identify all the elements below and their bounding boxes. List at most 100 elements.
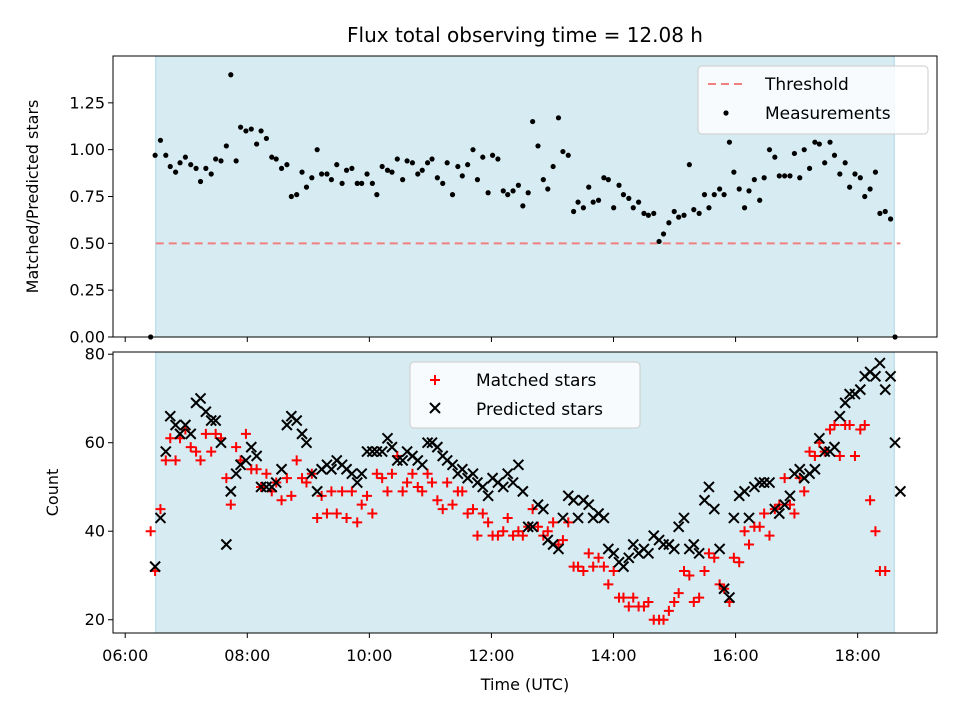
measurement-point bbox=[233, 158, 239, 164]
predicted-point bbox=[270, 476, 282, 489]
measurement-point bbox=[188, 162, 194, 168]
matched-point bbox=[679, 566, 690, 577]
series-predicted-stars bbox=[149, 357, 907, 604]
matched-point bbox=[397, 486, 408, 497]
matched-point bbox=[386, 468, 397, 479]
matched-point bbox=[356, 499, 367, 510]
matched-point bbox=[694, 592, 705, 603]
predicted-point bbox=[743, 512, 755, 524]
matched-point bbox=[312, 512, 323, 523]
measurement-point bbox=[717, 186, 723, 192]
predicted-point bbox=[482, 490, 494, 502]
measurement-point bbox=[157, 137, 164, 143]
measurement-point bbox=[354, 180, 360, 186]
matched-point bbox=[457, 486, 468, 497]
measurement-point bbox=[263, 135, 270, 142]
matched-point bbox=[281, 473, 292, 484]
predicted-point bbox=[185, 428, 197, 440]
predicted-point bbox=[507, 476, 519, 489]
matched-point bbox=[784, 499, 795, 510]
measurement-point bbox=[409, 160, 416, 166]
measurement-point bbox=[586, 184, 592, 190]
matched-point bbox=[261, 468, 272, 479]
matched-point bbox=[492, 530, 503, 541]
matched-point bbox=[573, 561, 584, 572]
matched-point bbox=[402, 477, 413, 488]
predicted-point bbox=[517, 485, 529, 498]
measurement-point bbox=[806, 165, 813, 171]
matched-point bbox=[297, 473, 308, 484]
measurement-point bbox=[736, 186, 742, 192]
matched-point bbox=[442, 477, 453, 488]
matched-point bbox=[472, 530, 483, 541]
matched-point bbox=[739, 526, 750, 537]
predicted-point bbox=[854, 383, 867, 396]
measurement-point bbox=[766, 147, 773, 153]
measurement-point bbox=[440, 180, 446, 186]
matched-point bbox=[618, 592, 629, 603]
predicted-point bbox=[642, 547, 655, 560]
predicted-point bbox=[421, 437, 434, 449]
matched-point bbox=[508, 530, 519, 541]
predicted-point bbox=[230, 467, 242, 480]
measurement-point bbox=[237, 124, 244, 130]
measurement-point bbox=[288, 193, 294, 200]
measurement-point bbox=[309, 175, 315, 181]
legend-measurements-swatch bbox=[723, 110, 729, 116]
matched-point bbox=[578, 566, 589, 577]
predicted-point bbox=[467, 467, 479, 480]
measurement-point bbox=[444, 160, 450, 166]
measurement-point bbox=[429, 156, 435, 162]
measurement-point bbox=[328, 177, 335, 183]
matched-point bbox=[200, 428, 211, 439]
matched-point bbox=[829, 420, 840, 431]
measurement-point bbox=[772, 154, 778, 160]
predicted-point bbox=[194, 392, 207, 405]
matched-point bbox=[483, 517, 494, 528]
predicted-point bbox=[713, 543, 726, 555]
measurement-point bbox=[816, 141, 822, 147]
matched-point bbox=[588, 561, 599, 572]
measurement-point bbox=[580, 205, 586, 211]
legend-label-measurements: Measurements bbox=[765, 104, 891, 124]
predicted-point bbox=[174, 428, 186, 440]
predicted-point bbox=[416, 459, 428, 471]
matched-point bbox=[170, 455, 181, 466]
matched-point bbox=[477, 508, 488, 519]
matched-point bbox=[834, 450, 845, 461]
predicted-point bbox=[879, 383, 891, 396]
measurement-point bbox=[269, 154, 275, 160]
measurement-point bbox=[782, 173, 788, 179]
measurement-point bbox=[656, 238, 662, 245]
measurement-point bbox=[152, 152, 158, 158]
matched-point bbox=[160, 455, 171, 466]
measurement-point bbox=[273, 156, 279, 162]
predicted-point bbox=[149, 560, 161, 573]
y-axis-label: Matched/Predicted stars bbox=[23, 100, 42, 294]
measurement-point bbox=[822, 160, 828, 166]
y-tick-label: 1.25 bbox=[69, 93, 105, 112]
measurement-point bbox=[721, 192, 727, 198]
matched-point bbox=[804, 446, 815, 457]
matched-point bbox=[291, 455, 302, 466]
predicted-point bbox=[456, 463, 469, 475]
predicted-point bbox=[381, 432, 394, 444]
measurement-point bbox=[223, 143, 229, 149]
legend: Threshold Measurements bbox=[697, 65, 929, 135]
measurement-point bbox=[731, 169, 737, 175]
measurement-point bbox=[182, 154, 188, 160]
measurement-point bbox=[545, 186, 551, 192]
x-tick-label: 12:00 bbox=[468, 646, 514, 665]
matched-point bbox=[844, 420, 855, 431]
predicted-point bbox=[572, 512, 584, 524]
matched-point bbox=[628, 592, 639, 603]
matched-point bbox=[341, 512, 352, 523]
measurement-point bbox=[197, 178, 204, 185]
measurement-point bbox=[485, 190, 491, 196]
measurement-point bbox=[560, 148, 566, 155]
predicted-point bbox=[281, 419, 293, 431]
predicted-point bbox=[250, 450, 263, 462]
matched-point bbox=[699, 566, 710, 577]
measurement-point bbox=[862, 193, 868, 200]
matched-point bbox=[865, 495, 876, 506]
